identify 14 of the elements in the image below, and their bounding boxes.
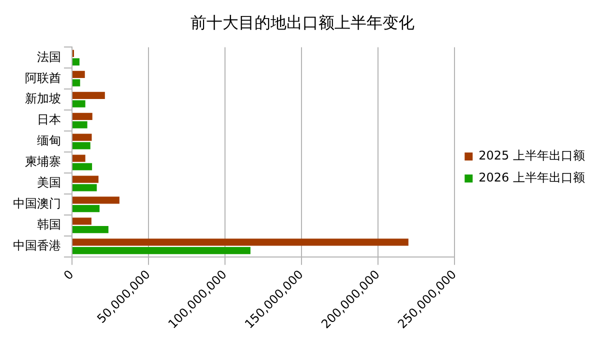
y-tick-label: 中国澳门	[13, 196, 61, 211]
y-tick-label: 阿联酋	[25, 70, 61, 85]
y-tick-label: 新加坡	[25, 92, 61, 106]
y-tick-label: 韩国	[37, 218, 61, 232]
y-tick-label: 中国香港	[13, 238, 61, 252]
y-tick-label: 美国	[37, 176, 61, 190]
y-tick-label: 法国	[37, 50, 61, 64]
legend-label: 2026 上半年出口额	[478, 170, 586, 185]
chart-title: 前十大目的地出口额上半年变化	[190, 12, 414, 32]
y-tick-label: 柬埔寨	[25, 154, 61, 169]
y-tick-label: 日本	[37, 112, 61, 127]
x-tick-label: 0	[61, 267, 76, 283]
legend-label: 2025 上半年出口额	[478, 148, 586, 163]
y-tick-label: 缅甸	[37, 134, 61, 148]
